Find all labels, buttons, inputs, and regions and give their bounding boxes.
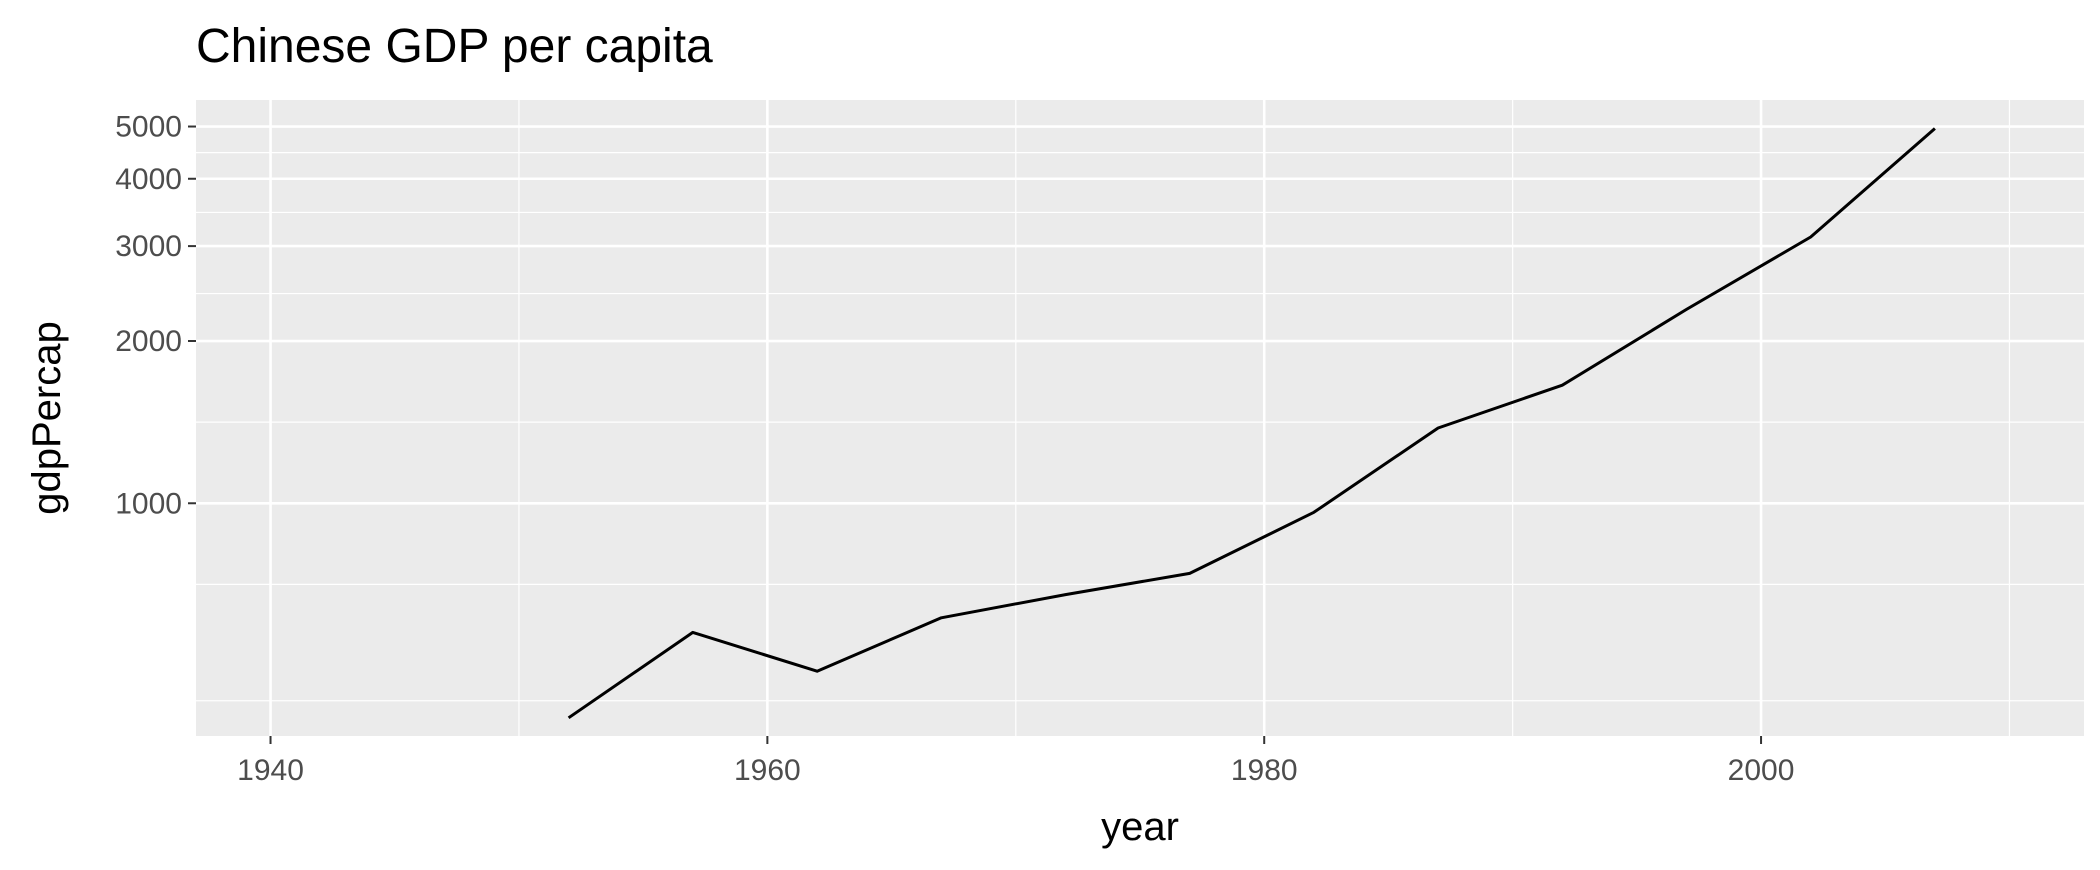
major-gridlines <box>196 100 2084 736</box>
y-axis: 1000 2000 3000 4000 5000 <box>115 111 196 520</box>
y-tick-label: 4000 <box>115 163 182 196</box>
y-tick-label: 2000 <box>115 325 182 358</box>
chart-title: Chinese GDP per capita <box>196 20 713 73</box>
x-tick-label: 2000 <box>1728 754 1795 787</box>
x-tick-label: 1940 <box>237 754 304 787</box>
x-axis: 1940 1960 1980 2000 <box>237 736 1794 787</box>
y-tick-label: 1000 <box>115 487 182 520</box>
y-tick-label: 5000 <box>115 111 182 144</box>
x-tick-label: 1980 <box>1231 754 1298 787</box>
x-tick-label: 1960 <box>734 754 801 787</box>
panel-background <box>196 100 2084 736</box>
series-layer <box>567 127 1936 720</box>
series-line <box>567 127 1936 720</box>
minor-gridlines <box>196 100 2084 736</box>
y-tick-label: 3000 <box>115 230 182 263</box>
x-axis-title: year <box>1101 805 1179 849</box>
y-axis-title: gdpPercap <box>25 321 69 514</box>
